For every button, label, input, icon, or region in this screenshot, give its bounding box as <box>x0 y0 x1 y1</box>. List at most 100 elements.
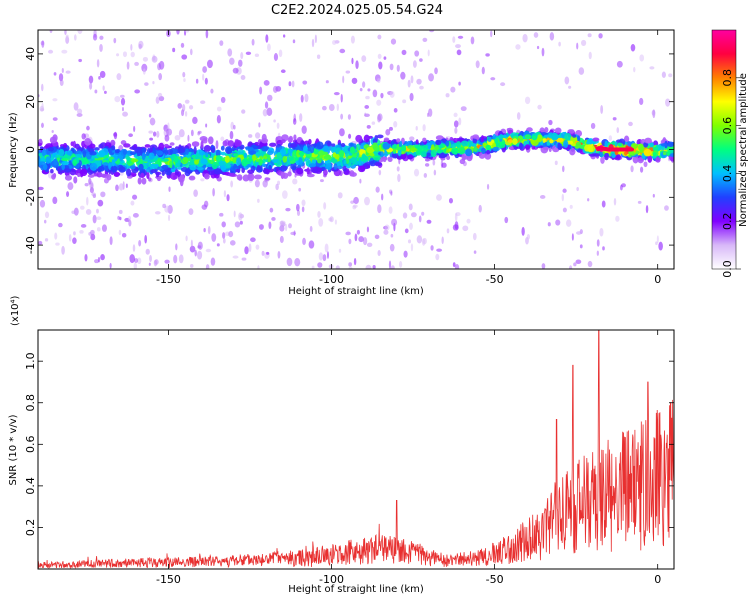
heatmap-cell <box>76 113 83 118</box>
heatmap-cell <box>251 38 255 46</box>
heatmap-cell <box>262 158 266 164</box>
heatmap-cell <box>224 155 230 163</box>
heatmap-cell <box>446 155 451 161</box>
heatmap-cell <box>99 35 104 40</box>
heatmap-cell <box>89 82 93 90</box>
heatmap-cell <box>273 53 279 61</box>
heatmap-cell <box>494 137 499 144</box>
heatmap-cell <box>612 117 617 121</box>
heatmap-cell <box>323 169 328 176</box>
heatmap-cell <box>422 137 427 143</box>
heatmap-cell <box>434 67 438 75</box>
colorbar-tick-label: 0.4 <box>721 165 734 183</box>
heatmap-cell <box>235 169 241 173</box>
heatmap-cell <box>114 96 121 103</box>
x-tick-label: -100 <box>319 273 344 286</box>
heatmap-cell <box>210 147 216 153</box>
heatmap-cell <box>365 264 372 269</box>
heatmap-cell <box>409 222 413 230</box>
heatmap-cell <box>133 143 138 149</box>
heatmap-cell <box>94 89 98 94</box>
heatmap-cell <box>667 141 674 148</box>
heatmap-cell <box>92 214 97 224</box>
heatmap-cell <box>413 168 420 177</box>
heatmap-cell <box>90 182 94 191</box>
heatmap-cell <box>90 229 95 235</box>
heatmap-cell <box>616 127 620 134</box>
heatmap-cell <box>197 241 203 250</box>
heatmap-cell <box>203 145 211 152</box>
heatmap-cell <box>382 142 391 150</box>
heatmap-cell <box>117 215 120 220</box>
heatmap-cell <box>473 147 478 152</box>
heatmap-cell <box>439 152 447 159</box>
heatmap-cell <box>266 150 274 156</box>
heatmap-cell <box>279 220 286 225</box>
heatmap-cell <box>357 165 366 173</box>
heatmap-cell <box>49 30 53 34</box>
heatmap-cell <box>169 142 175 146</box>
heatmap-cell <box>106 173 112 181</box>
heatmap-cell <box>38 186 44 191</box>
heatmap-cell <box>390 233 394 238</box>
heatmap-cell <box>569 204 573 209</box>
heatmap-cell <box>393 121 398 128</box>
heatmap-cell <box>548 119 553 126</box>
heatmap-cell <box>524 96 531 105</box>
heatmap-cell <box>88 143 96 149</box>
heatmap-cell <box>247 160 251 165</box>
heatmap-cell <box>329 216 334 223</box>
heatmap-cell <box>475 60 480 69</box>
heatmap-cell <box>55 242 60 246</box>
heatmap-cell <box>91 192 96 197</box>
heatmap-cell <box>272 85 278 93</box>
heatmap-cell <box>350 157 358 164</box>
heatmap-cell <box>446 228 450 234</box>
heatmap-cell <box>587 145 594 153</box>
heatmap-cell <box>660 143 668 147</box>
heatmap-cell <box>287 148 293 154</box>
heatmap-cell <box>388 206 393 214</box>
heatmap-cell <box>563 140 569 148</box>
heatmap-cell <box>213 168 222 175</box>
heatmap-cell <box>260 138 269 144</box>
heatmap-cell <box>470 143 477 147</box>
heatmap-cell <box>71 210 76 214</box>
heatmap-cell <box>486 149 491 155</box>
heatmap-cell <box>428 30 435 33</box>
heatmap-cell <box>184 99 190 104</box>
heatmap-cell <box>114 149 120 154</box>
heatmap-cell <box>123 143 131 148</box>
heatmap-cell <box>99 173 107 178</box>
heatmap-cell <box>576 42 579 50</box>
heatmap-cell <box>372 138 377 144</box>
heatmap-cell <box>377 204 382 214</box>
heatmap-cell <box>539 195 546 199</box>
heatmap-cell <box>536 45 540 50</box>
heatmap-cell <box>621 183 626 188</box>
heatmap-cell <box>358 157 362 165</box>
heatmap-cell <box>150 169 157 174</box>
heatmap-cell <box>220 96 226 103</box>
heatmap-cell <box>180 42 185 48</box>
heatmap-cell <box>257 198 260 203</box>
heatmap-cell <box>164 134 170 142</box>
heatmap-cell <box>604 152 609 161</box>
heatmap-cell <box>602 246 605 251</box>
heatmap-cell <box>275 147 280 153</box>
heatmap-cell <box>226 194 230 202</box>
heatmap-cell <box>61 67 64 73</box>
heatmap-cell <box>97 165 105 172</box>
heatmap-cell <box>352 204 358 208</box>
heatmap-cell <box>389 91 395 98</box>
heatmap-cell <box>575 259 582 265</box>
heatmap-cell <box>554 160 558 166</box>
heatmap-cell <box>248 243 252 253</box>
heatmap-cell <box>454 212 458 222</box>
heatmap-cell <box>88 75 94 84</box>
heatmap-cell <box>541 263 546 269</box>
heatmap-cell <box>190 239 193 248</box>
heatmap-cell <box>604 140 609 149</box>
heatmap-cell <box>146 172 150 180</box>
